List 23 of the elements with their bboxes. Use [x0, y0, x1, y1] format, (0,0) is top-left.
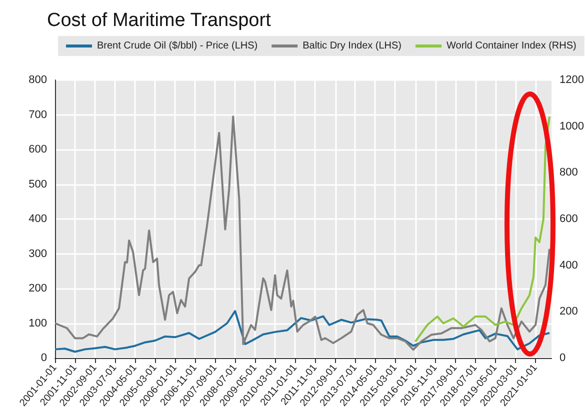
y-tick-label: 0: [40, 352, 47, 364]
chart-title: Cost of Maritime Transport: [47, 10, 272, 31]
y2-tick-label: 1000: [560, 120, 584, 132]
line-series: [414, 116, 550, 343]
y-tick-label: 100: [28, 317, 47, 330]
y2-tick-label: 400: [560, 259, 578, 272]
y2-tick-label: 200: [560, 306, 578, 318]
y-tick-label: 300: [28, 248, 47, 260]
y-tick-label: 800: [28, 74, 47, 86]
legend-label: World Container Index (RHS): [446, 40, 576, 52]
y-tick-label: 500: [28, 178, 47, 190]
y2-tick-label: 800: [560, 166, 578, 179]
y-tick-label: 600: [28, 144, 47, 156]
y-tick-label: 400: [28, 213, 47, 225]
legend-label: Brent Crude Oil ($/bbl) - Price (LHS): [97, 40, 258, 52]
line-series: [54, 310, 550, 353]
y2-tick-label: 1200: [560, 74, 584, 86]
line-series: [54, 115, 550, 351]
y2-tick-label: 0: [560, 352, 566, 364]
y2-tick-label: 600: [560, 213, 578, 225]
y-tick-label: 200: [28, 282, 47, 294]
legend-label: Baltic Dry Index (LHS): [302, 40, 402, 52]
y-tick-label: 700: [28, 108, 47, 121]
